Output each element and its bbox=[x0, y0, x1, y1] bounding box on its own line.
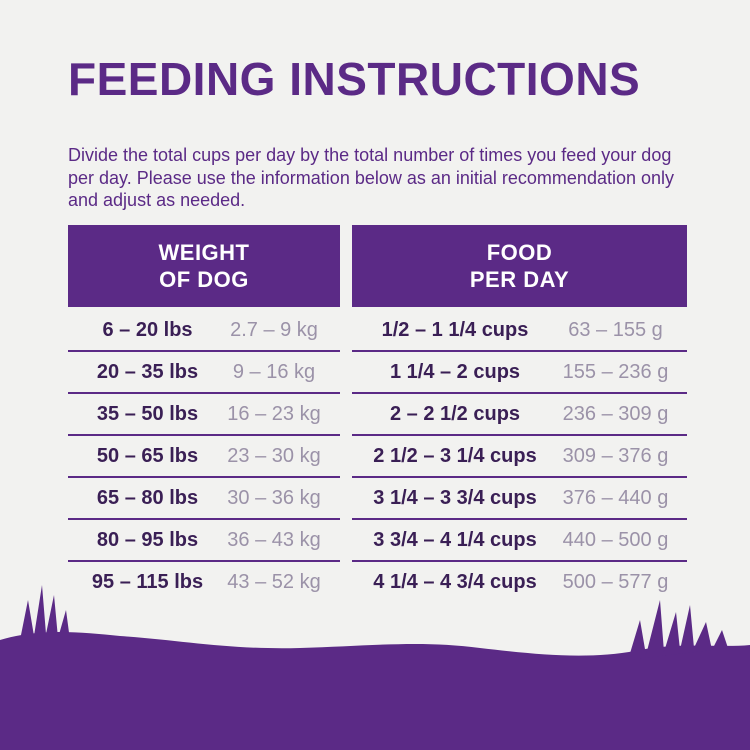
row-divider bbox=[352, 518, 687, 520]
food-cups: 3 1/4 – 3 3/4 cups bbox=[373, 487, 537, 509]
row-divider bbox=[68, 560, 340, 562]
row-divider bbox=[68, 518, 340, 520]
food-cups: 1/2 – 1 1/4 cups bbox=[381, 319, 529, 341]
row-divider bbox=[352, 350, 687, 352]
food-grams: 236 – 309 g bbox=[562, 403, 669, 425]
weight-lbs: 65 – 80 lbs bbox=[96, 487, 199, 509]
weight-lbs: 6 – 20 lbs bbox=[102, 319, 193, 341]
description: Divide the total cups per day by the tot… bbox=[68, 145, 675, 210]
row-divider bbox=[68, 392, 340, 394]
food-cups: 2 1/2 – 3 1/4 cups bbox=[373, 445, 537, 467]
food-cups: 1 1/4 – 2 cups bbox=[389, 361, 521, 383]
title: FEEDING INSTRUCTIONS bbox=[68, 53, 641, 105]
food-grams: 376 – 440 g bbox=[562, 487, 669, 509]
row-divider bbox=[352, 434, 687, 436]
food-grams: 309 – 376 g bbox=[562, 445, 669, 467]
weight-kg: 36 – 43 kg bbox=[227, 529, 321, 551]
weight-lbs: 50 – 65 lbs bbox=[96, 445, 199, 467]
weight-lbs: 95 – 115 lbs bbox=[91, 571, 204, 593]
food-grams: 500 – 577 g bbox=[562, 571, 669, 593]
column-header: WEIGHT OF DOG bbox=[68, 225, 340, 307]
food-grams: 440 – 500 g bbox=[562, 529, 669, 551]
row-divider bbox=[68, 476, 340, 478]
food-cups: 2 – 2 1/2 cups bbox=[389, 403, 521, 425]
weight-kg: 30 – 36 kg bbox=[227, 487, 321, 509]
weight-lbs: 35 – 50 lbs bbox=[96, 403, 199, 425]
weight-kg: 2.7 – 9 kg bbox=[230, 319, 318, 341]
food-grams: 63 – 155 g bbox=[568, 319, 663, 341]
column-header: FOOD PER DAY bbox=[352, 225, 687, 307]
weight-kg: 9 – 16 kg bbox=[232, 361, 316, 383]
row-divider bbox=[352, 392, 687, 394]
weight-kg: 43 – 52 kg bbox=[227, 571, 321, 593]
food-grams: 155 – 236 g bbox=[562, 361, 669, 383]
row-divider bbox=[68, 434, 340, 436]
food-cups: 3 3/4 – 4 1/4 cups bbox=[373, 529, 537, 551]
weight-lbs: 20 – 35 lbs bbox=[96, 361, 199, 383]
row-divider bbox=[68, 350, 340, 352]
food-cups: 4 1/4 – 4 3/4 cups bbox=[373, 571, 537, 593]
weight-kg: 16 – 23 kg bbox=[227, 403, 321, 425]
row-divider bbox=[352, 560, 687, 562]
row-divider bbox=[352, 476, 687, 478]
weight-kg: 23 – 30 kg bbox=[227, 445, 321, 467]
weight-lbs: 80 – 95 lbs bbox=[96, 529, 199, 551]
